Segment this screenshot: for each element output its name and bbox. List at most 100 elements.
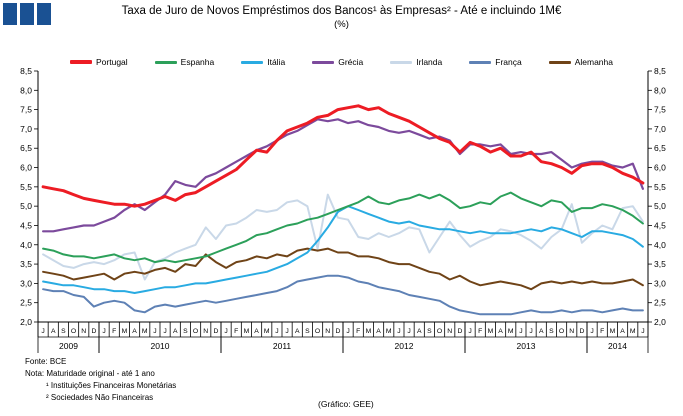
svg-text:2010: 2010 (151, 341, 170, 351)
svg-text:D: D (335, 328, 340, 335)
svg-text:J: J (529, 328, 532, 335)
svg-text:J: J (285, 328, 288, 335)
svg-text:D: D (213, 328, 218, 335)
svg-text:J: J (590, 328, 593, 335)
svg-text:A: A (417, 328, 422, 335)
legend-label: Alemanha (574, 57, 613, 67)
svg-text:O: O (437, 328, 442, 335)
svg-text:2,5: 2,5 (654, 298, 666, 308)
series-line-portugal (41, 104, 645, 208)
footnote-2: ² Sociedades Não Financeiras (46, 393, 154, 402)
svg-text:J: J (163, 328, 166, 335)
svg-text:J: J (407, 328, 410, 335)
svg-text:A: A (132, 328, 137, 335)
svg-text:S: S (549, 328, 554, 335)
svg-text:2,5: 2,5 (20, 298, 32, 308)
svg-text:N: N (569, 328, 574, 335)
svg-text:2011: 2011 (273, 341, 292, 351)
legend-label: Grécia (338, 57, 364, 67)
svg-text:A: A (173, 328, 178, 335)
legend-swatch (469, 60, 492, 64)
svg-text:A: A (498, 328, 503, 335)
legend-label: Irlanda (416, 57, 443, 67)
svg-text:N: N (447, 328, 452, 335)
svg-text:J: J (41, 328, 44, 335)
svg-text:J: J (275, 328, 278, 335)
svg-text:A: A (376, 328, 381, 335)
svg-text:F: F (234, 328, 238, 335)
svg-text:3,0: 3,0 (20, 278, 32, 288)
svg-text:N: N (81, 328, 86, 335)
svg-text:6,5: 6,5 (20, 143, 32, 153)
svg-text:7,5: 7,5 (654, 105, 666, 115)
svg-text:4,5: 4,5 (654, 220, 666, 230)
svg-text:J: J (468, 328, 471, 335)
chart-legend: Portugal Espanha Itália Grécia Irlanda França… (0, 57, 683, 67)
svg-text:S: S (305, 328, 310, 335)
svg-text:2,0: 2,0 (20, 317, 32, 327)
svg-text:D: D (457, 328, 462, 335)
legend-item-alemanha: Alemanha (548, 57, 613, 67)
svg-text:N: N (203, 328, 208, 335)
svg-text:F: F (112, 328, 116, 335)
svg-text:F: F (600, 328, 604, 335)
legend-swatch (154, 60, 177, 64)
graphic-credit: (Gráfico: GEE) (318, 399, 374, 409)
legend-item-itália: Itália (241, 57, 285, 67)
svg-text:M: M (630, 328, 636, 335)
svg-text:3,0: 3,0 (654, 278, 666, 288)
legend-label: Portugal (96, 57, 128, 67)
legend-label: França (495, 57, 522, 67)
footnote-1: ¹ Instituições Financeiras Monetárias (46, 381, 177, 390)
svg-text:M: M (508, 328, 514, 335)
legend-label: Itália (267, 57, 286, 67)
svg-text:6,5: 6,5 (654, 143, 666, 153)
legend-swatch (241, 60, 264, 64)
svg-text:D: D (91, 328, 96, 335)
svg-text:J: J (153, 328, 156, 335)
source-note: Fonte: BCE (25, 357, 67, 366)
svg-text:5,0: 5,0 (654, 201, 666, 211)
svg-text:S: S (61, 328, 66, 335)
svg-text:A: A (51, 328, 56, 335)
svg-text:O: O (315, 328, 320, 335)
maturity-note: Nota: Maturidade original - até 1 ano (25, 369, 155, 378)
series-line-irlanda (42, 193, 644, 281)
legend-swatch (390, 60, 413, 64)
svg-text:5,0: 5,0 (20, 201, 32, 211)
svg-text:J: J (102, 328, 105, 335)
svg-text:4,0: 4,0 (654, 240, 666, 250)
svg-text:O: O (71, 328, 76, 335)
svg-text:6,0: 6,0 (654, 163, 666, 173)
svg-text:N: N (325, 328, 330, 335)
logo-square (37, 3, 51, 25)
svg-text:M: M (264, 328, 270, 335)
svg-text:J: J (519, 328, 522, 335)
svg-text:J: J (397, 328, 400, 335)
chart-subtitle: (%) (334, 19, 349, 30)
chart-title: Taxa de Juro de Novos Empréstimos dos Ba… (121, 5, 562, 17)
legend-swatch (312, 60, 335, 64)
logo-square (3, 3, 17, 25)
svg-text:A: A (254, 328, 259, 335)
legend-item-frança: França (469, 57, 522, 67)
svg-text:O: O (559, 328, 564, 335)
svg-text:7,0: 7,0 (654, 124, 666, 134)
svg-text:2014: 2014 (608, 341, 627, 351)
legend-label: Espanha (180, 57, 215, 67)
svg-text:M: M (386, 328, 392, 335)
svg-text:2,0: 2,0 (654, 317, 666, 327)
svg-text:4,5: 4,5 (20, 220, 32, 230)
svg-text:M: M (122, 328, 128, 335)
series-line-grécia (41, 118, 645, 233)
logo-square (20, 3, 34, 25)
svg-text:F: F (478, 328, 482, 335)
svg-text:J: J (641, 328, 644, 335)
svg-text:5,5: 5,5 (20, 182, 32, 192)
series-line-espanha (42, 191, 644, 264)
svg-text:M: M (142, 328, 148, 335)
svg-text:S: S (183, 328, 188, 335)
legend-item-espanha: Espanha (154, 57, 215, 67)
svg-text:2009: 2009 (59, 341, 78, 351)
svg-text:M: M (488, 328, 494, 335)
